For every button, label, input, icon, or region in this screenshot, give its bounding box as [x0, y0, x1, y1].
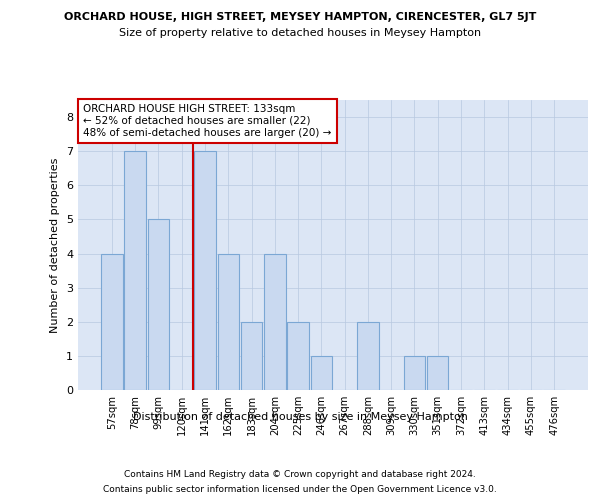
Text: ORCHARD HOUSE HIGH STREET: 133sqm
← 52% of detached houses are smaller (22)
48% : ORCHARD HOUSE HIGH STREET: 133sqm ← 52% …: [83, 104, 331, 138]
Y-axis label: Number of detached properties: Number of detached properties: [50, 158, 61, 332]
Bar: [287, 322, 309, 390]
Text: Contains HM Land Registry data © Crown copyright and database right 2024.: Contains HM Land Registry data © Crown c…: [124, 470, 476, 479]
Bar: [194, 151, 215, 390]
Bar: [357, 322, 379, 390]
Bar: [124, 151, 146, 390]
Bar: [241, 322, 262, 390]
Bar: [148, 220, 169, 390]
Bar: [218, 254, 239, 390]
Bar: [427, 356, 448, 390]
Bar: [264, 254, 286, 390]
Text: Distribution of detached houses by size in Meysey Hampton: Distribution of detached houses by size …: [133, 412, 467, 422]
Text: Size of property relative to detached houses in Meysey Hampton: Size of property relative to detached ho…: [119, 28, 481, 38]
Text: Contains public sector information licensed under the Open Government Licence v3: Contains public sector information licen…: [103, 485, 497, 494]
Bar: [101, 254, 122, 390]
Bar: [404, 356, 425, 390]
Text: ORCHARD HOUSE, HIGH STREET, MEYSEY HAMPTON, CIRENCESTER, GL7 5JT: ORCHARD HOUSE, HIGH STREET, MEYSEY HAMPT…: [64, 12, 536, 22]
Bar: [311, 356, 332, 390]
